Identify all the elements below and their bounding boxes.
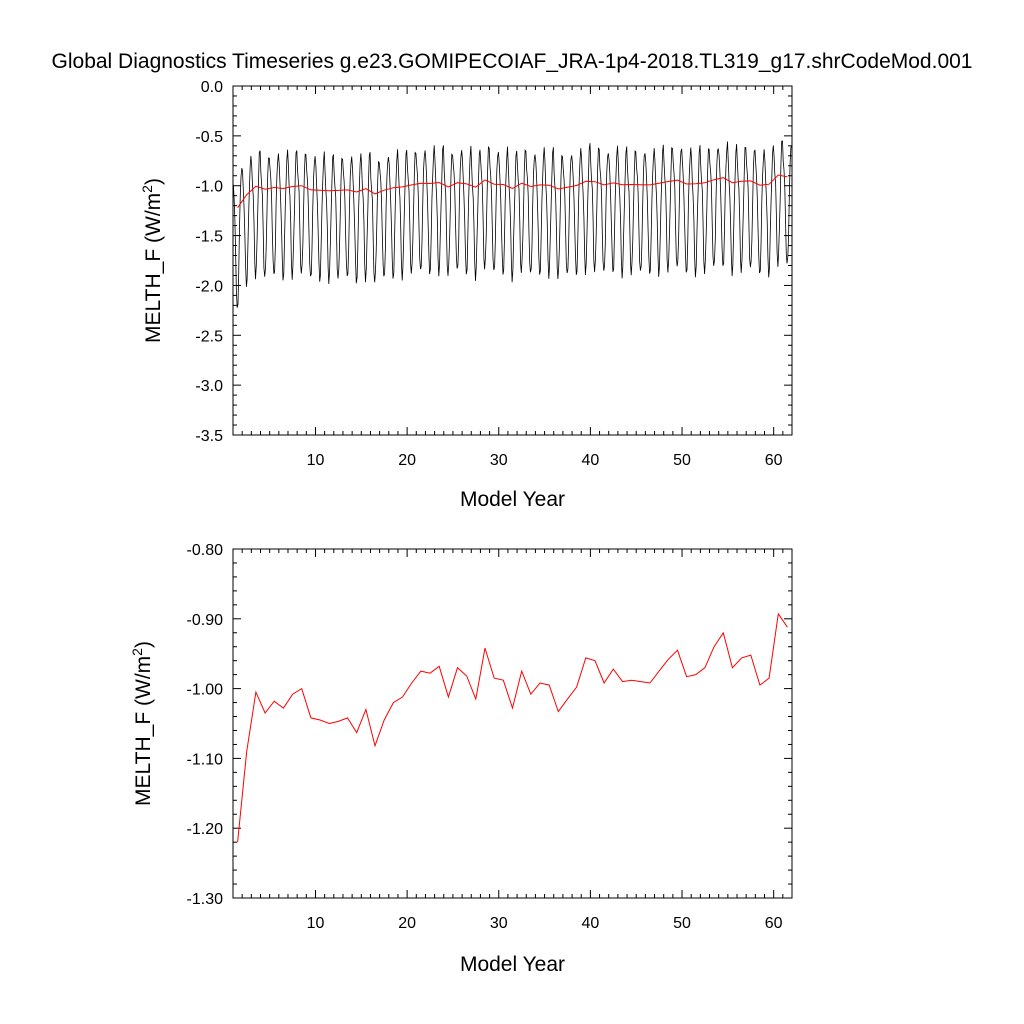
annual-mean-line: [237, 174, 788, 208]
y-tick-label: -3.0: [195, 378, 223, 395]
y-tick-label: -1.00: [187, 682, 224, 699]
y-tick-label: -0.5: [195, 129, 223, 146]
x-tick-label: 40: [581, 452, 599, 469]
y-tick-label: -1.20: [187, 821, 224, 838]
x-tick-label: 60: [765, 915, 783, 932]
y-tick-label: -1.10: [187, 751, 224, 768]
y-tick-label: -1.30: [187, 891, 224, 908]
y-tick-label: -1.5: [195, 229, 223, 246]
top-panel: 10 20 30 40 50 60 0.0 -0.5 -1.0 -1.5 -2.0 -2.5 -3.0 -…: [139, 79, 793, 511]
x-tick-label: 50: [673, 452, 691, 469]
x-tick-label: 30: [490, 452, 508, 469]
x-tick-label: 30: [490, 915, 508, 932]
y-tick-label: -2.5: [195, 328, 223, 345]
bottom-panel: 10 20 30 40 50 60 -0.80 -0.90 -1.00 -1.10 -1.20 -1.…: [129, 542, 793, 976]
plot-frame: [232, 548, 793, 899]
y-tick-label: -1.0: [195, 179, 223, 196]
x-tick-label: 10: [307, 452, 325, 469]
y-tick-label: 0.0: [201, 79, 223, 96]
y-axis-label: MELTH_F (W/m2): [129, 641, 155, 806]
y-tick-label: -0.90: [187, 612, 224, 629]
x-tick-label: 50: [673, 915, 691, 932]
y-tick-label: -3.5: [195, 428, 223, 445]
x-tick-label: 60: [765, 452, 783, 469]
x-tick-label: 40: [581, 915, 599, 932]
y-tick-label: -2.0: [195, 278, 223, 295]
y-axis-label: MELTH_F (W/m2): [139, 178, 165, 343]
chart-title: Global Diagnostics Timeseries g.e23.GOMI…: [51, 50, 973, 73]
x-axis-label: Model Year: [460, 953, 565, 976]
x-tick-label: 20: [398, 915, 416, 932]
y-tick-label: -0.80: [187, 542, 224, 559]
x-tick-label: 20: [398, 452, 416, 469]
plot-frame: [232, 85, 793, 436]
monthly-series-line: [233, 140, 792, 308]
x-axis-label: Model Year: [460, 488, 565, 511]
annual-mean-line: [237, 612, 788, 843]
x-tick-label: 10: [307, 915, 325, 932]
